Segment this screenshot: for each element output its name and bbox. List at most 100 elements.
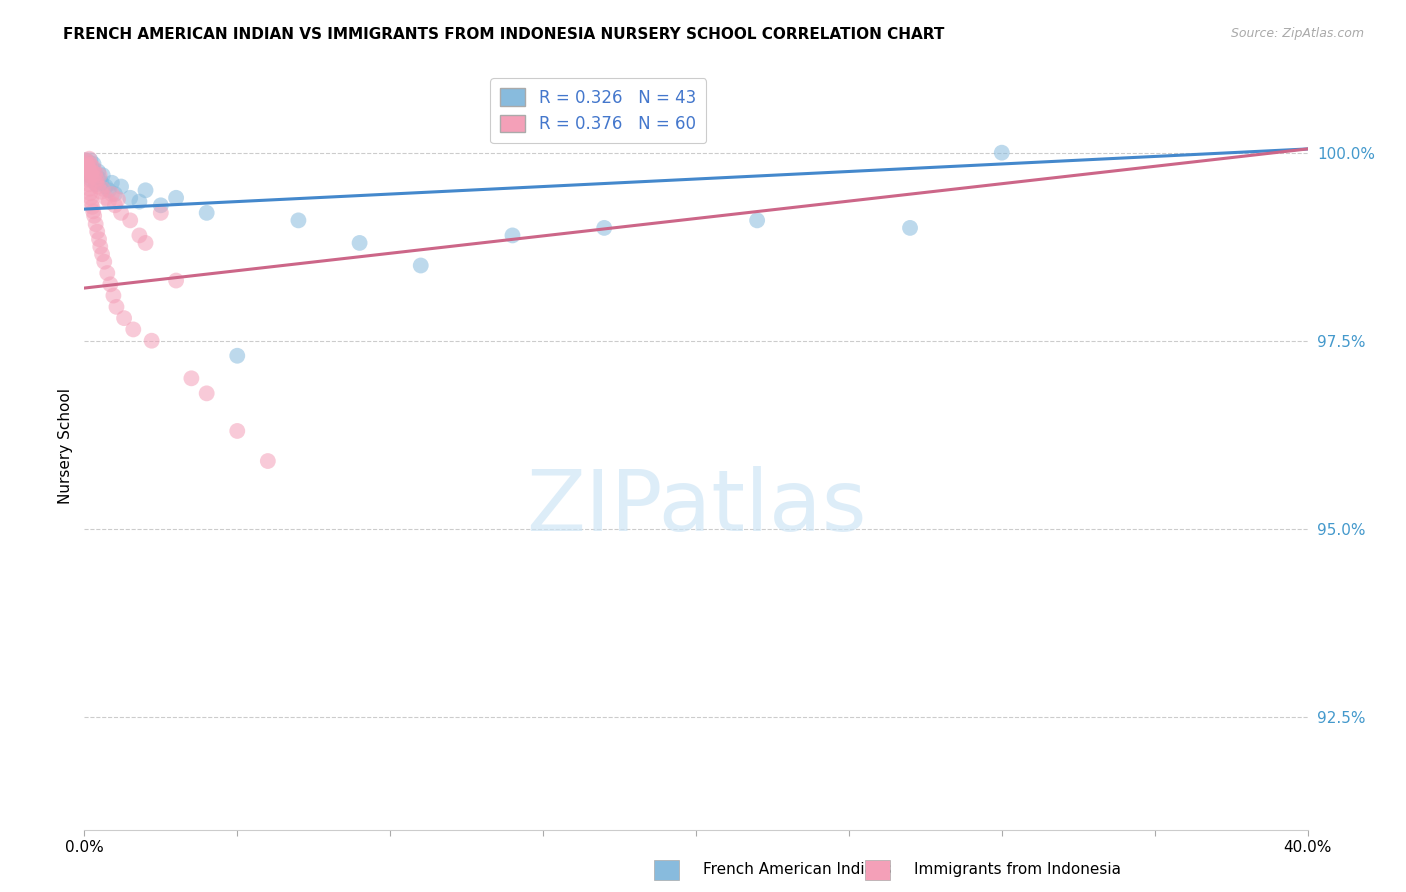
- Point: [98, 277, 121, 292]
- Point: [77, 178, 100, 192]
- Text: ZIPatlas: ZIPatlas: [526, 466, 866, 549]
- Point: [103, 288, 125, 302]
- Point: [101, 176, 124, 190]
- Point: [94, 179, 117, 194]
- Point: [747, 213, 769, 227]
- Point: [120, 191, 142, 205]
- Point: [80, 164, 103, 178]
- Point: [84, 167, 107, 181]
- Point: [76, 163, 98, 178]
- Point: [135, 183, 157, 197]
- Point: [84, 178, 107, 192]
- Point: [141, 334, 163, 348]
- Point: [80, 173, 103, 187]
- Point: [97, 183, 120, 197]
- Point: [77, 162, 100, 177]
- Text: Source: ZipAtlas.com: Source: ZipAtlas.com: [1230, 27, 1364, 40]
- Point: [112, 311, 135, 326]
- Point: [82, 204, 104, 219]
- Point: [79, 153, 101, 168]
- Point: [77, 163, 100, 178]
- Point: [135, 235, 157, 250]
- Point: [110, 179, 132, 194]
- Point: [180, 371, 202, 385]
- Point: [991, 145, 1014, 160]
- Point: [107, 192, 129, 206]
- Point: [77, 152, 100, 166]
- Point: [76, 161, 98, 175]
- Point: [593, 220, 616, 235]
- Point: [91, 168, 114, 182]
- Point: [87, 164, 110, 178]
- Point: [165, 191, 187, 205]
- Point: [77, 159, 100, 173]
- Point: [76, 154, 98, 169]
- Text: FRENCH AMERICAN INDIAN VS IMMIGRANTS FROM INDONESIA NURSERY SCHOOL CORRELATION C: FRENCH AMERICAN INDIAN VS IMMIGRANTS FRO…: [63, 27, 945, 42]
- Point: [287, 213, 309, 227]
- Text: Immigrants from Indonesia: Immigrants from Indonesia: [914, 863, 1121, 877]
- Point: [86, 172, 108, 186]
- Point: [90, 176, 112, 190]
- Point: [195, 386, 218, 401]
- Point: [79, 158, 101, 172]
- Point: [82, 168, 104, 182]
- Point: [104, 187, 127, 202]
- Point: [94, 191, 117, 205]
- Point: [89, 172, 111, 186]
- Point: [87, 179, 110, 194]
- Point: [97, 194, 120, 209]
- Point: [75, 153, 97, 168]
- Y-axis label: Nursery School: Nursery School: [58, 388, 73, 504]
- Point: [101, 187, 124, 202]
- Point: [82, 200, 104, 214]
- Point: [76, 157, 98, 171]
- Point: [89, 168, 111, 182]
- Point: [96, 266, 118, 280]
- Point: [84, 217, 107, 231]
- Point: [79, 182, 101, 196]
- Point: [86, 169, 108, 184]
- Point: [502, 228, 524, 243]
- Point: [76, 159, 98, 173]
- Point: [76, 168, 98, 182]
- Point: [90, 185, 112, 199]
- Point: [79, 162, 101, 177]
- Text: French American Indians: French American Indians: [703, 863, 891, 877]
- Point: [79, 163, 101, 178]
- Point: [195, 206, 218, 220]
- Point: [93, 254, 115, 268]
- Point: [257, 454, 280, 468]
- Point: [110, 206, 132, 220]
- Point: [80, 195, 103, 210]
- Point: [91, 247, 114, 261]
- Point: [83, 209, 105, 223]
- Legend: R = 0.326   N = 43, R = 0.376   N = 60: R = 0.326 N = 43, R = 0.376 N = 60: [491, 78, 706, 143]
- Point: [83, 161, 105, 175]
- Point: [104, 198, 127, 212]
- Point: [77, 154, 100, 169]
- Point: [80, 191, 103, 205]
- Point: [120, 213, 142, 227]
- Point: [122, 322, 145, 336]
- Point: [77, 173, 100, 187]
- Point: [86, 225, 108, 239]
- Point: [409, 259, 432, 273]
- Point: [149, 206, 172, 220]
- Point: [226, 349, 249, 363]
- Point: [128, 194, 150, 209]
- Point: [149, 198, 172, 212]
- Point: [80, 161, 103, 175]
- Point: [105, 300, 128, 314]
- Point: [80, 168, 103, 182]
- Point: [91, 182, 114, 196]
- Point: [79, 168, 101, 182]
- Point: [75, 153, 97, 168]
- Point: [165, 274, 187, 288]
- Point: [75, 154, 97, 169]
- Point: [87, 232, 110, 246]
- Point: [84, 167, 107, 181]
- Point: [75, 157, 97, 171]
- Point: [349, 235, 371, 250]
- Point: [898, 220, 921, 235]
- Point: [79, 186, 101, 201]
